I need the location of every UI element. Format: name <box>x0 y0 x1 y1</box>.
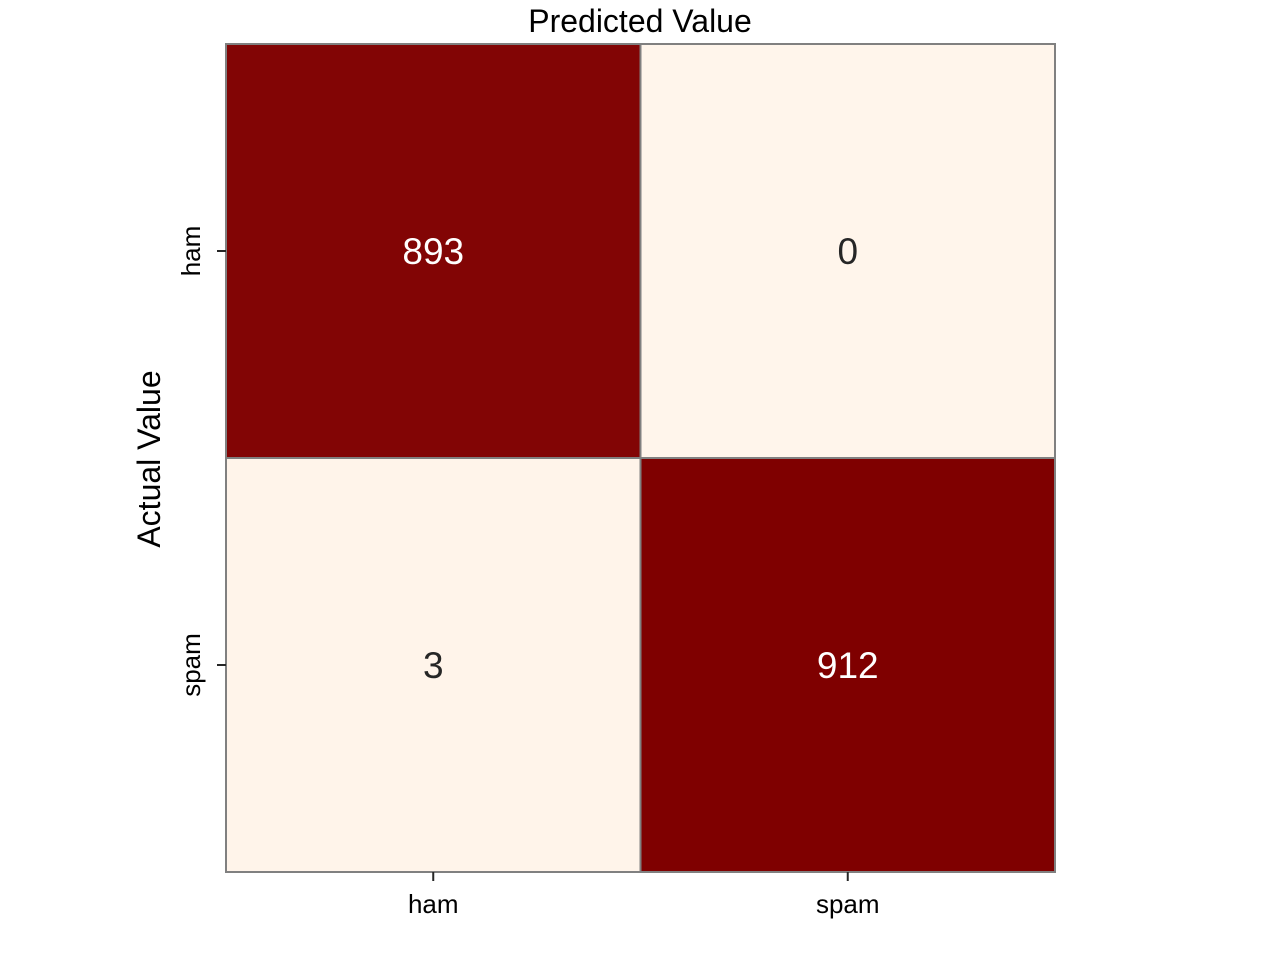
x-tick-label-spam: spam <box>816 889 880 919</box>
heatmap-cell-ham-ham <box>225 43 642 459</box>
cell-value-label: 0 <box>837 231 858 272</box>
cell-value-label: 912 <box>817 645 879 686</box>
chart-title: Predicted Value <box>528 3 752 39</box>
cell-value-label: 3 <box>423 645 444 686</box>
axis-ticks: ham spam ham spam <box>176 226 880 919</box>
y-tick-label-spam: spam <box>176 633 206 697</box>
heatmap-cell-ham-spam <box>639 43 1056 459</box>
heatmap-cell-spam-ham <box>225 457 642 873</box>
x-tick-label-ham: ham <box>408 889 459 919</box>
heatmap-cells: 893 0 3 912 <box>225 43 1056 873</box>
y-tick-label-ham: ham <box>176 226 206 277</box>
y-axis-label: Actual Value <box>131 370 167 547</box>
cell-value-label: 893 <box>402 231 464 272</box>
heatmap-cell-spam-spam <box>639 457 1056 873</box>
